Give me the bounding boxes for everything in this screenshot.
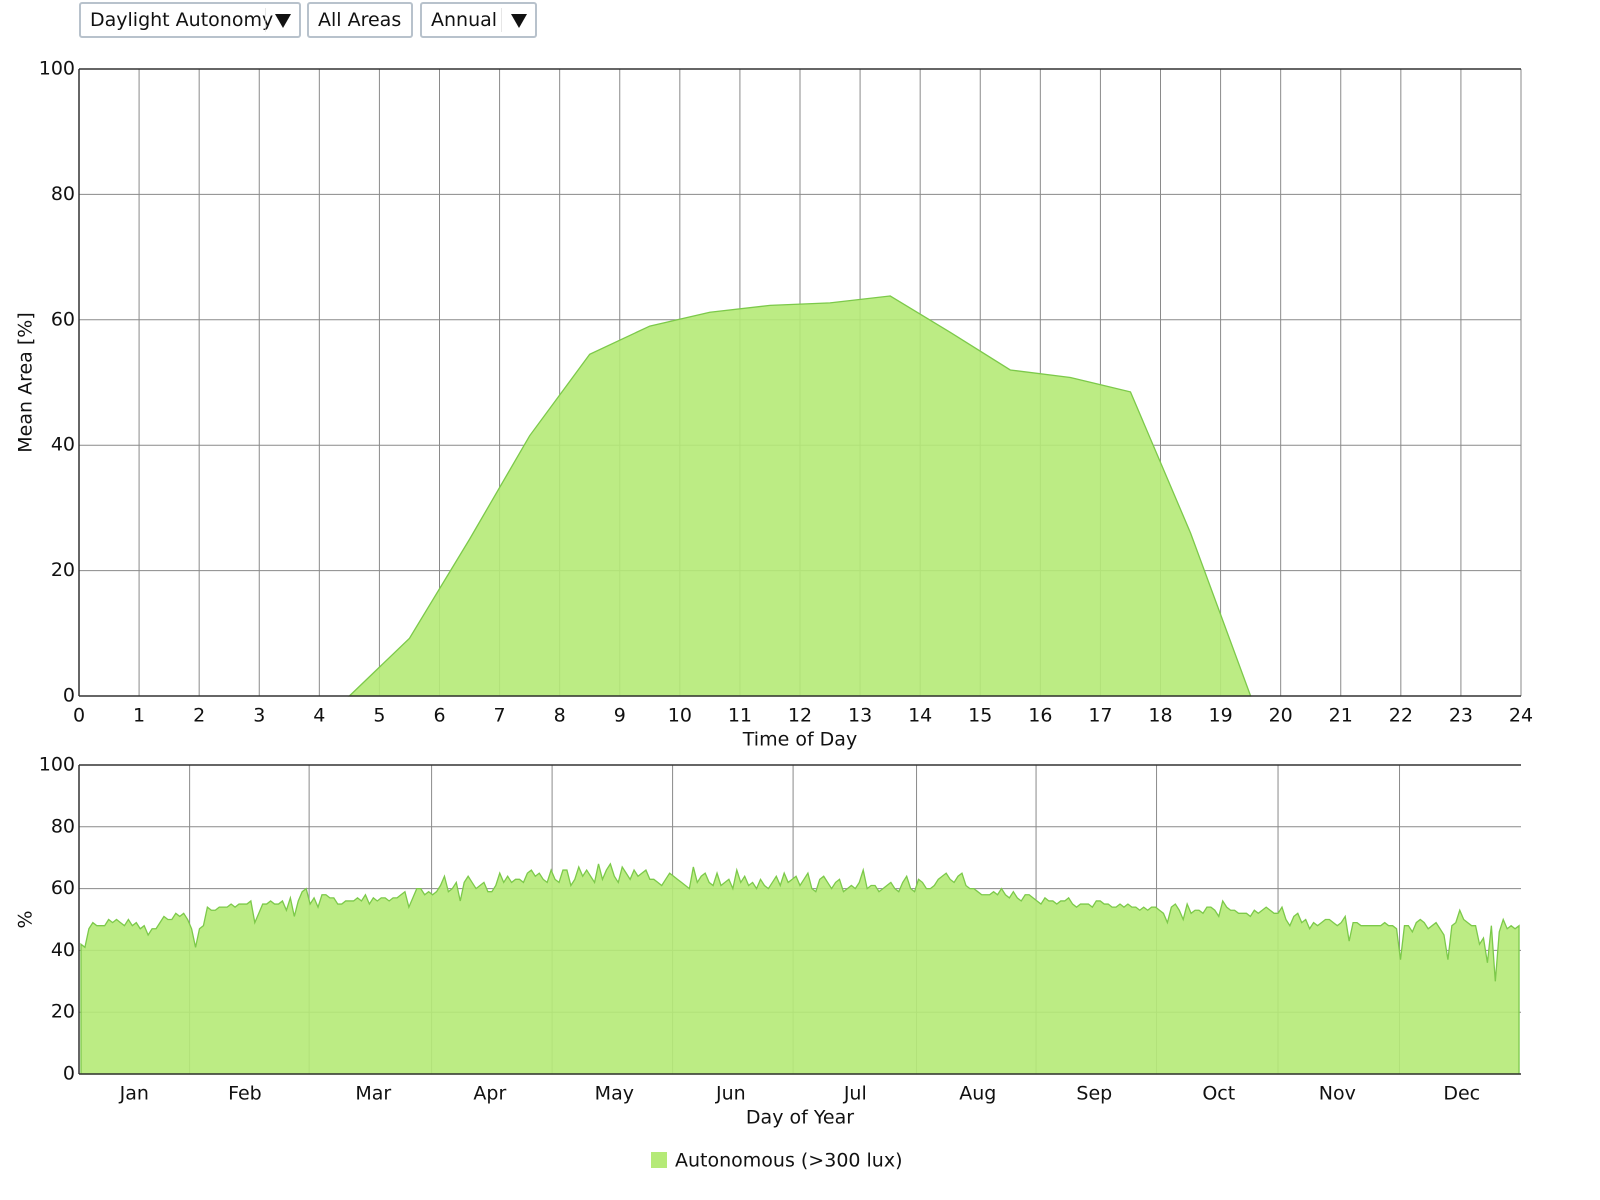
x-tick-label: 17 [1088,705,1112,727]
x-tick-label: 15 [968,705,992,727]
y-tick-label: 100 [39,754,75,776]
x-tick-label: 6 [433,705,445,727]
x-tick-label: 11 [728,705,752,727]
x-tick-label: May [595,1083,634,1105]
x-tick-label: Oct [1202,1083,1235,1105]
x-tick-label: 21 [1329,705,1353,727]
y-axis-label: % [15,910,37,928]
x-tick-label: 3 [253,705,265,727]
y-tick-label: 80 [51,183,75,205]
x-tick-label: Mar [355,1083,391,1105]
x-tick-label: Jul [843,1083,867,1105]
x-tick-label: 23 [1449,705,1473,727]
legend-swatch [651,1152,667,1168]
y-tick-label: 20 [51,1001,75,1023]
x-tick-label: 10 [668,705,692,727]
x-tick-label: 18 [1148,705,1172,727]
area [80,862,1520,1075]
y-tick-label: 0 [63,685,75,707]
x-tick-label: 13 [848,705,872,727]
area [347,295,1252,697]
x-tick-label: 5 [373,705,385,727]
x-tick-label: 1 [133,705,145,727]
x-tick-label: 7 [494,705,506,727]
x-tick-label: Nov [1319,1083,1356,1105]
y-axis-label: Mean Area [%] [15,312,37,452]
x-tick-label: Feb [228,1083,262,1105]
x-tick-label: 12 [788,705,812,727]
x-tick-label: 19 [1208,705,1232,727]
dropdown-text: All Areas [318,9,402,31]
x-axis-label: Time of Day [742,729,857,751]
x-tick-label: Sep [1076,1083,1112,1105]
y-tick-label: 60 [51,308,75,330]
x-tick-label: 8 [554,705,566,727]
legend-label: Autonomous (>300 lux) [675,1150,903,1172]
x-tick-label: Dec [1443,1083,1480,1105]
x-tick-label: 9 [614,705,626,727]
metric-dropdown[interactable]: Daylight Autonomy [79,2,301,38]
x-tick-label: 14 [908,705,932,727]
x-tick-label: 16 [1028,705,1052,727]
x-tick-label: 24 [1509,705,1533,727]
y-tick-label: 20 [51,559,75,581]
y-tick-label: 80 [51,815,75,837]
x-axis-label: Day of Year [746,1107,854,1129]
y-tick-label: 0 [63,1063,75,1085]
x-tick-label: 4 [313,705,325,727]
y-tick-label: 40 [51,434,75,456]
dropdown-text: Annual [431,9,498,31]
x-tick-label: Apr [473,1083,506,1105]
x-tick-label: 0 [73,705,85,727]
x-tick-label: Jun [715,1083,746,1105]
y-tick-label: 100 [39,58,75,80]
y-tick-label: 60 [51,877,75,899]
area-dropdown[interactable]: All Areas [307,2,413,38]
x-tick-label: 22 [1389,705,1413,727]
period-dropdown[interactable]: Annual [420,2,537,38]
x-tick-label: Aug [959,1083,996,1105]
x-tick-label: 20 [1269,705,1293,727]
dropdown-arrow [265,8,291,32]
dropdown-arrow [501,8,527,32]
x-tick-label: Jan [119,1083,149,1105]
dropdown-text: Daylight Autonomy [90,9,274,31]
x-tick-label: 2 [193,705,205,727]
y-tick-label: 40 [51,939,75,961]
